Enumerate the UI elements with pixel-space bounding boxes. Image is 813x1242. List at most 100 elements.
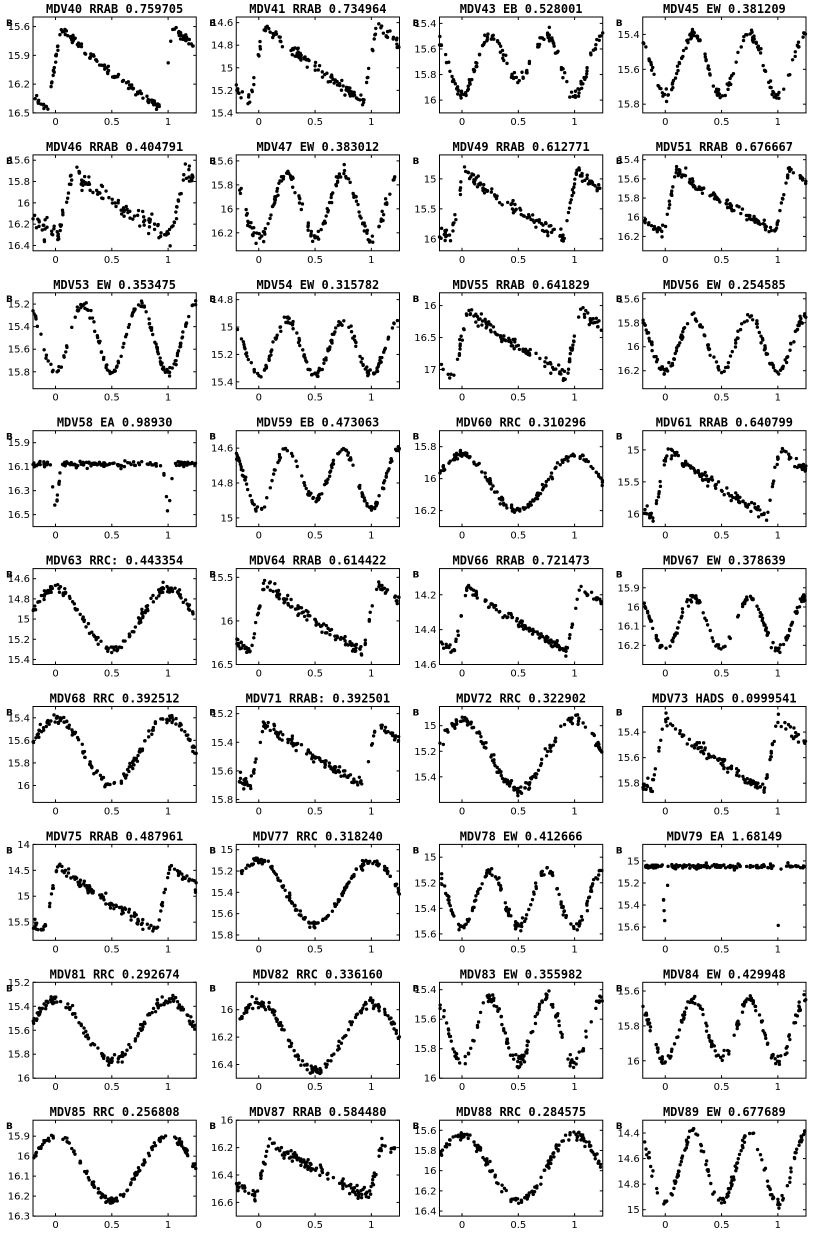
- x-tick-label: 0.5: [104, 117, 120, 128]
- data-point: [52, 713, 56, 717]
- data-point: [58, 862, 62, 866]
- data-point: [505, 506, 509, 510]
- data-point: [334, 326, 338, 330]
- data-point: [455, 457, 460, 461]
- data-point: [492, 37, 496, 41]
- data-point: [571, 343, 575, 347]
- data-point: [471, 588, 476, 592]
- data-point: [286, 593, 290, 598]
- x-tick-label: 0: [52, 806, 58, 817]
- data-point: [489, 190, 494, 194]
- data-point: [673, 351, 677, 356]
- data-point: [396, 734, 401, 739]
- data-point: [89, 52, 93, 56]
- data-point: [339, 635, 343, 640]
- data-point: [250, 643, 254, 648]
- x-tick-label: 0.5: [307, 669, 323, 680]
- data-point: [540, 488, 545, 492]
- data-point: [722, 863, 726, 867]
- data-point: [307, 58, 311, 63]
- data-point: [507, 336, 511, 341]
- y-tick-label: 15.2: [8, 300, 30, 311]
- data-point: [465, 313, 469, 317]
- data-point: [275, 189, 279, 193]
- data-point: [179, 460, 184, 464]
- data-point: [715, 643, 719, 647]
- data-point: [703, 746, 707, 750]
- data-point: [157, 103, 161, 107]
- data-point: [591, 732, 596, 736]
- data-point: [331, 458, 336, 463]
- data-point: [715, 87, 719, 92]
- data-point: [673, 634, 677, 638]
- data-point: [466, 583, 471, 588]
- data-point: [258, 47, 263, 51]
- y-tick-label: 15.4: [211, 377, 233, 388]
- data-point: [788, 72, 792, 77]
- x-tick-label: 0.5: [104, 1082, 120, 1093]
- data-point: [382, 864, 387, 869]
- y-tick-label: 16.2: [8, 220, 30, 231]
- data-point: [745, 776, 749, 781]
- data-point: [549, 230, 554, 235]
- data-point: [76, 309, 80, 313]
- data-point: [480, 323, 484, 327]
- data-point: [524, 781, 528, 785]
- y-tick-label: 15.2: [211, 867, 233, 878]
- data-point: [520, 921, 524, 925]
- data-point: [352, 874, 356, 878]
- data-point: [187, 164, 192, 168]
- data-point: [645, 611, 650, 615]
- data-point: [159, 231, 163, 235]
- data-point: [704, 474, 709, 478]
- data-point: [115, 649, 119, 653]
- data-point: [80, 617, 85, 621]
- data-point: [62, 354, 66, 358]
- data-point: [676, 68, 680, 73]
- data-point: [33, 97, 37, 101]
- data-point: [503, 901, 508, 905]
- data-point: [183, 598, 188, 602]
- y-tick-label: 15.6: [8, 22, 30, 33]
- data-point: [504, 338, 508, 343]
- data-point: [273, 195, 278, 200]
- data-point: [523, 347, 528, 352]
- data-point: [259, 506, 264, 511]
- data-point: [384, 34, 388, 38]
- data-point: [254, 241, 258, 246]
- data-point: [520, 70, 524, 74]
- data-point: [477, 52, 482, 56]
- y-tick-label: 15.4: [211, 108, 233, 119]
- data-point: [49, 362, 53, 367]
- data-point: [673, 727, 678, 731]
- data-point: [439, 43, 443, 47]
- data-point: [86, 891, 90, 895]
- data-point: [151, 593, 155, 598]
- data-point: [793, 730, 798, 735]
- data-point: [800, 467, 805, 472]
- data-point: [49, 81, 54, 85]
- data-point: [306, 610, 310, 614]
- data-point: [748, 214, 752, 218]
- data-point: [124, 773, 129, 777]
- data-point: [179, 191, 183, 196]
- data-point: [467, 721, 472, 725]
- data-point: [95, 463, 99, 467]
- data-point: [715, 93, 720, 97]
- y-tick-label: 15.6: [8, 1026, 30, 1037]
- data-point: [357, 485, 361, 489]
- data-point: [357, 775, 362, 779]
- data-point: [784, 727, 788, 731]
- x-tick-label: 1: [775, 806, 781, 817]
- y-tick-label: 15: [17, 615, 30, 626]
- plot-frame: [235, 568, 400, 665]
- data-point: [291, 326, 295, 331]
- data-point: [136, 461, 141, 465]
- data-point: [239, 96, 243, 100]
- data-point: [318, 756, 322, 761]
- data-point: [301, 916, 306, 921]
- data-point: [762, 68, 767, 73]
- data-point: [568, 201, 572, 205]
- x-tick-label: 0: [662, 806, 668, 817]
